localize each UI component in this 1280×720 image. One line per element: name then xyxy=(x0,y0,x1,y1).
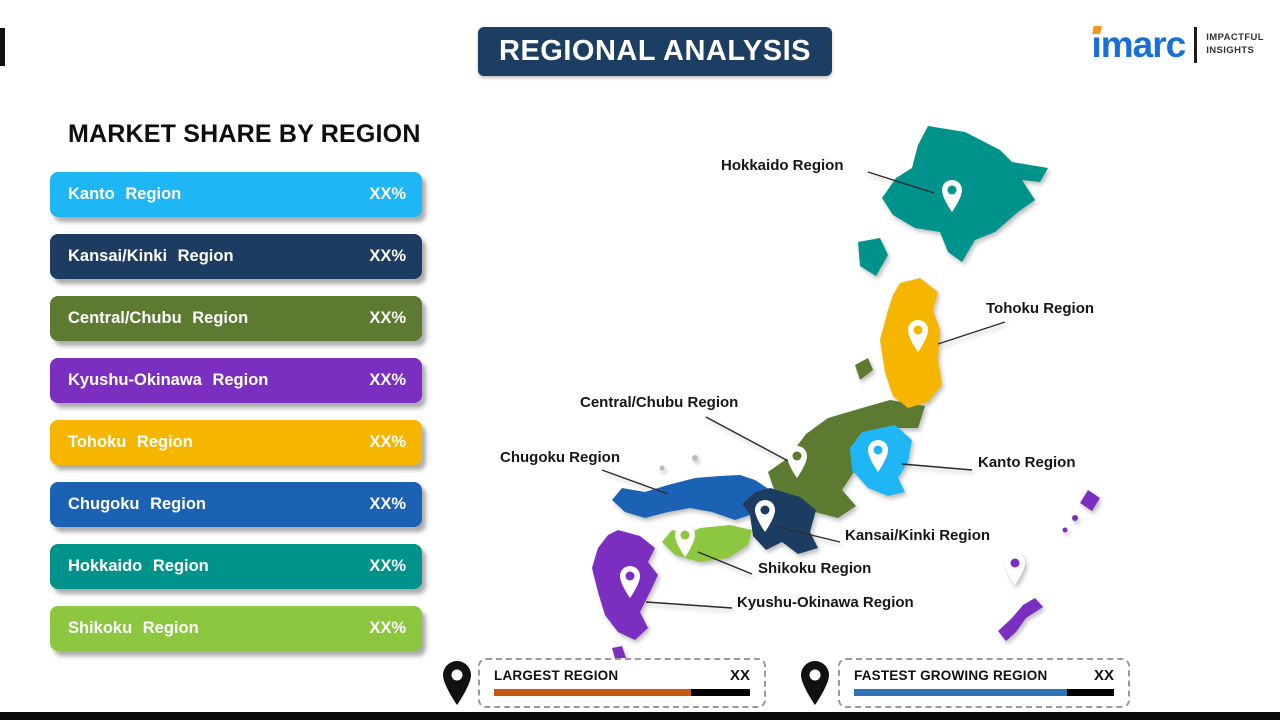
market-share-row-chubu: Central/Chubu Region XX% xyxy=(50,296,422,341)
region-label: Tohoku Region xyxy=(68,433,193,451)
region-chugoku-shape xyxy=(612,475,770,520)
fastest-region-label: FASTEST GROWING REGION xyxy=(854,668,1048,683)
region-label: Kansai/Kinki Region xyxy=(68,247,234,265)
region-label: Chugoku Region xyxy=(68,495,206,513)
bottom-border xyxy=(0,712,1280,720)
japan-map xyxy=(592,126,1100,662)
logo-tagline: IMPACTFUL INSIGHTS xyxy=(1206,32,1264,57)
okinawa-main-island-shape xyxy=(998,598,1043,641)
page-title: REGIONAL ANALYSIS xyxy=(478,27,832,76)
map-label-chubu: Central/Chubu Region xyxy=(580,394,739,411)
market-share-row-kanto: Kanto Region XX% xyxy=(50,172,422,217)
region-label: Central/Chubu Region xyxy=(68,309,249,327)
market-share-row-hokkaido: Hokkaido Region XX% xyxy=(50,544,422,589)
map-pin-kanto xyxy=(868,440,888,472)
map-pin-kyushu xyxy=(620,566,640,598)
sado-island-shape xyxy=(855,358,873,380)
callout-line-kanto xyxy=(901,463,973,471)
region-value: XX% xyxy=(369,371,406,389)
largest-region-value: XX xyxy=(729,667,750,684)
region-value: XX% xyxy=(369,557,406,575)
map-label-hokkaido: Hokkaido Region xyxy=(721,157,844,174)
map-pin-hokkaido xyxy=(942,180,962,212)
market-share-row-shikoku: Shikoku Region XX% xyxy=(50,606,422,651)
fastest-region-box: FASTEST GROWING REGION XX xyxy=(838,658,1130,708)
imarc-logo-accent-icon xyxy=(1092,26,1103,34)
region-hokkaido-shape xyxy=(882,126,1048,262)
region-label: Kyushu-Okinawa Region xyxy=(68,371,269,389)
hokkaido-island-shape xyxy=(858,238,888,276)
region-shikoku-shape xyxy=(662,525,752,562)
logo-divider xyxy=(1194,26,1198,63)
region-chubu-shape xyxy=(768,400,925,518)
map-label-shikoku: Shikoku Region xyxy=(758,560,872,577)
callout-line-shikoku xyxy=(697,551,753,575)
largest-region-label: LARGEST REGION xyxy=(494,668,619,683)
map-pin-kansai xyxy=(755,500,775,532)
fastest-region-value: XX xyxy=(1093,667,1114,684)
market-share-row-tohoku: Tohoku Region XX% xyxy=(50,420,422,465)
region-value: XX% xyxy=(369,619,406,637)
region-label: Kanto Region xyxy=(68,185,182,203)
region-tohoku-shape xyxy=(880,278,942,408)
okinawa-islet-dot1 xyxy=(1072,515,1078,521)
logo-tagline-line2: INSIGHTS xyxy=(1206,44,1255,56)
callout-line-kyushu xyxy=(645,601,733,609)
region-value: XX% xyxy=(369,433,406,451)
map-label-tohoku: Tohoku Region xyxy=(986,300,1095,317)
region-value: XX% xyxy=(369,247,406,265)
oki-island-dot1 xyxy=(692,455,698,461)
callout-line-kansai xyxy=(777,526,841,543)
edge-artifact xyxy=(0,28,5,66)
region-value: XX% xyxy=(369,309,406,327)
map-label-kyushu: Kyushu-Okinawa Region xyxy=(737,594,914,611)
fastest-region-bar xyxy=(854,689,1114,696)
market-share-row-chugoku: Chugoku Region XX% xyxy=(50,482,422,527)
map-label-kanto: Kanto Region xyxy=(978,454,1076,471)
fastest-region-pin-icon xyxy=(801,661,829,705)
okinawa-islet-north-shape xyxy=(1080,490,1100,511)
callout-line-tohoku xyxy=(937,321,1006,345)
map-pin-chubu xyxy=(787,446,807,478)
market-share-heading: MARKET SHARE BY REGION xyxy=(68,120,421,148)
map-label-kansai: Kansai/Kinki Region xyxy=(845,527,991,544)
region-value: XX% xyxy=(369,185,406,203)
callout-line-chugoku xyxy=(601,469,669,495)
logo-tagline-line1: IMPACTFUL xyxy=(1206,32,1264,44)
market-share-row-kansai: Kansai/Kinki Region XX% xyxy=(50,234,422,279)
callout-line-hokkaido xyxy=(867,171,935,194)
map-pin-tohoku xyxy=(908,320,928,352)
okinawa-islet-dot2 xyxy=(1062,527,1068,533)
region-label: Hokkaido Region xyxy=(68,557,209,575)
map-pin-shikoku xyxy=(675,525,695,557)
largest-region-pin-icon xyxy=(443,661,471,705)
imarc-logo-text: imarc xyxy=(1091,24,1186,65)
oki-island-dot2 xyxy=(659,465,665,471)
market-share-row-kyushu: Kyushu-Okinawa Region XX% xyxy=(50,358,422,403)
map-pin-okinawa xyxy=(1005,553,1025,585)
map-label-chugoku: Chugoku Region xyxy=(500,449,620,466)
region-label: Shikoku Region xyxy=(68,619,199,637)
region-value: XX% xyxy=(369,495,406,513)
largest-region-bar xyxy=(494,689,750,696)
callout-line-chubu xyxy=(705,416,791,463)
market-share-list: Kanto Region XX% Kansai/Kinki Region XX%… xyxy=(50,172,422,668)
imarc-logo: imarc IMPACTFUL INSIGHTS xyxy=(1091,26,1264,63)
largest-region-box: LARGEST REGION XX xyxy=(478,658,766,708)
